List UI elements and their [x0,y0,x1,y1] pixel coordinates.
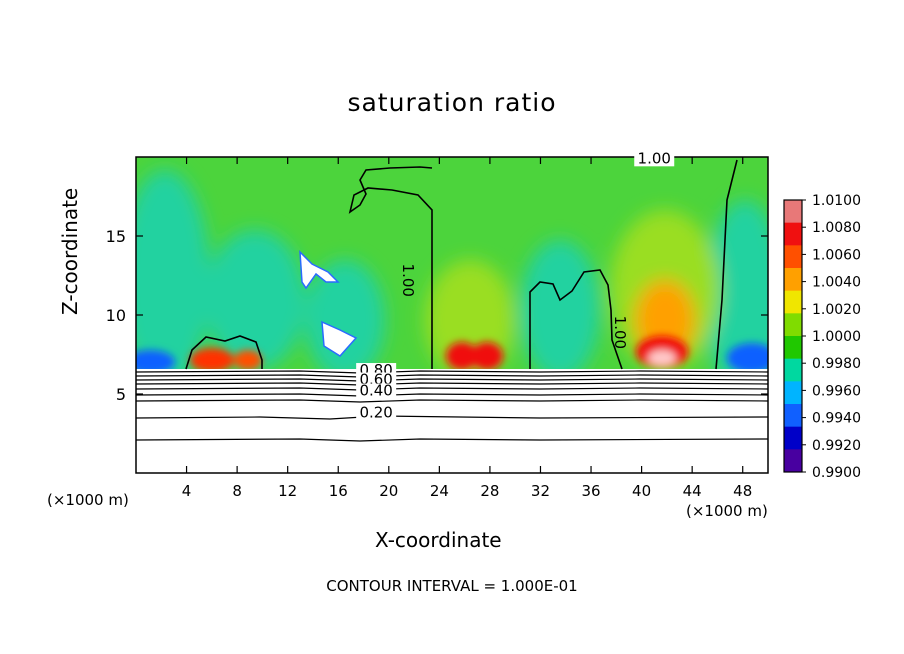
colorbar-swatch [784,381,802,405]
colorbar-label: 0.9980 [812,356,861,372]
colorbar-label: 0.9920 [812,438,861,454]
colorbar-label: 1.0020 [812,302,861,318]
contour-label: 0.20 [359,404,392,422]
y-tick-label: 10 [106,306,126,325]
heatmap-field [136,157,768,473]
contour-labels: 0.800.600.400.201.001.001.00 [356,149,675,422]
svg-text:1.00: 1.00 [611,316,629,349]
colorbar-label: 0.9940 [812,411,861,427]
colorbar-label: 1.0080 [812,220,861,236]
contour-label: 1.00 [611,316,629,349]
x-tick-label: 40 [632,482,651,500]
x-axis-label: X-coordinate [375,528,502,552]
colorbar-swatch [784,358,802,382]
colorbar-label: 0.9960 [812,383,861,399]
colorbar-swatch [784,222,802,246]
colorbar-swatch [784,426,802,450]
colorbar-swatch [784,268,802,292]
colorbar-swatch [784,313,802,337]
x-tick-label: 28 [480,482,499,500]
x-tick-label: 4 [182,482,192,500]
y-axis-label: Z-coordinate [58,187,82,315]
contour-label-bg [634,151,675,167]
x-tick-label: 48 [733,482,752,500]
y-axis-unit: (×1000 m) [47,491,129,509]
x-tick-label: 24 [430,482,449,500]
chart-title: saturation ratio [347,88,557,117]
svg-text:1.00: 1.00 [399,264,417,297]
colorbar-label: 1.0060 [812,247,861,263]
colorbar-swatch [784,336,802,360]
y-tick-label: 5 [116,385,126,404]
contour-interval-note: CONTOUR INTERVAL = 1.000E-01 [326,577,578,595]
y-tick-label: 15 [106,227,126,246]
contour-label: 1.00 [399,264,417,297]
colorbar-swatch [784,290,802,314]
contour-label: 0.40 [359,382,392,400]
x-tick-label: 8 [232,482,242,500]
x-tick-label: 32 [531,482,550,500]
colorbar-label: 1.0100 [812,193,861,209]
colorbar-label: 0.9900 [812,465,861,481]
colorbar-label: 1.0000 [812,329,861,345]
colorbar-label: 1.0040 [812,275,861,291]
x-tick-label: 16 [329,482,348,500]
colorbar-swatch [784,404,802,428]
colorbar-swatch [784,449,802,473]
colorbar-swatch [784,245,802,269]
x-tick-label: 20 [379,482,398,500]
x-tick-label: 36 [581,482,600,500]
x-tick-label: 12 [278,482,297,500]
colorbar-swatch [784,200,802,224]
contour-label: 1.00 [638,149,671,167]
x-axis-unit: (×1000 m) [686,502,768,520]
x-tick-label: 44 [683,482,702,500]
contour-label-bg [356,383,397,399]
colorbar: 1.0100 1.0080 1.0060 1.0040 1.0020 1.0000 0.99… [783,193,861,481]
contour-label-bg [356,405,397,421]
